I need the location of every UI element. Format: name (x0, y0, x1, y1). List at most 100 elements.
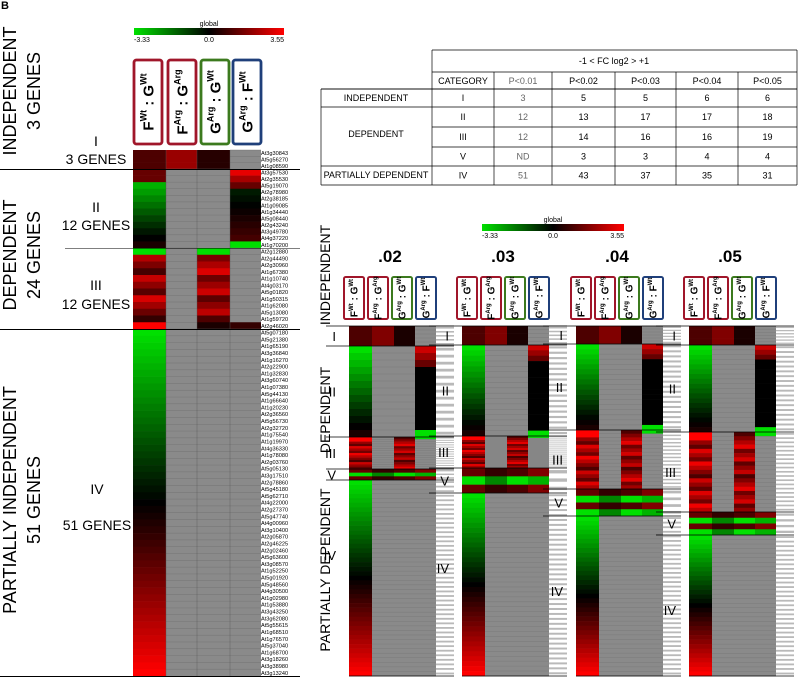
heat-cell-IV-30-1 (166, 533, 197, 541)
small-heat-cell (734, 417, 755, 423)
small-heat-cell (642, 662, 663, 668)
small-gene-id-mark (663, 613, 681, 615)
small-heat-cell (349, 639, 372, 645)
heat-cell-IV-26-0 (133, 505, 166, 513)
small-heat-cell (755, 436, 776, 441)
small-heat-cell (507, 631, 528, 637)
small-heat-cell (599, 379, 621, 385)
small-gene-id-mark (663, 464, 681, 466)
heat-cell-IV-44-2 (197, 628, 230, 636)
heat-cell-IV-10-2 (197, 397, 230, 405)
small-heat-cell (755, 503, 776, 509)
small-heat-cell (712, 345, 734, 351)
small-gene-id-mark (776, 394, 794, 397)
small-heat-cell (394, 409, 415, 417)
heat-cell-IV-15-2 (197, 431, 230, 439)
small-heat-cell (642, 335, 663, 339)
small-heat-cell (642, 430, 663, 434)
small-heat-cell (712, 571, 734, 577)
small-gene-id-mark (436, 526, 454, 529)
small-heat-cell (349, 443, 372, 447)
small-heat-cell (349, 480, 372, 485)
comparison-genotype-top: Arg (206, 107, 216, 123)
small-heat-cell (712, 585, 734, 590)
small-heat-cell (755, 535, 776, 540)
small-heat-cell (528, 552, 549, 558)
heat-cell-II-6-0 (133, 208, 166, 216)
comparison-header-1: FWt : GWt (456, 276, 478, 320)
main-heatmap (0, 149, 300, 677)
small-heat-cell (415, 441, 436, 445)
small-heat-cell (576, 639, 599, 645)
small-heat-cell (507, 557, 528, 563)
small-gene-id-mark (436, 343, 454, 345)
heat-cell-IV-14-2 (197, 424, 230, 432)
comparison-genotype-top: Arg (173, 110, 183, 126)
small-heat-cell (349, 625, 372, 631)
comparison-genotype-bottom: Wt (534, 278, 540, 286)
small-heat-cell (372, 666, 394, 672)
small-heat-cell (462, 497, 485, 504)
heat-cell-IV-31-0 (133, 539, 166, 548)
small-heat-cell (755, 621, 776, 627)
small-heat-cell (507, 641, 528, 647)
heat-cell-IV-50-0 (133, 669, 166, 677)
small-gene-id-mark (663, 355, 681, 358)
small-heat-cell (734, 332, 755, 336)
small-heat-cell (712, 332, 734, 336)
comparison-header-3: GArg : GWt (731, 276, 753, 320)
small-heat-cell (372, 575, 394, 581)
small-heat-cell (712, 465, 734, 471)
heat-cell-IV-35-0 (133, 567, 166, 575)
small-heat-cell (599, 625, 621, 631)
gene-id: At2g32720 (261, 426, 288, 432)
small-heat-cell (462, 371, 485, 378)
small-heat-cell (349, 498, 372, 504)
small-heat-cell (462, 444, 485, 447)
small-heat-cell (712, 495, 734, 500)
small-heat-cell (642, 534, 663, 540)
small-heat-cell (689, 432, 712, 437)
heat-cell-III-1-0 (133, 254, 166, 262)
small-gene-id-mark (776, 668, 794, 670)
heat-cell-IV-43-3 (230, 621, 261, 629)
small-heat-cell (599, 607, 621, 613)
heat-cell-IV-34-3 (230, 560, 261, 568)
heat-cell-II-11-2 (197, 241, 230, 249)
small-heat-cell (621, 552, 642, 558)
comparison-genotype-bottom: Wt (624, 277, 630, 285)
gene-id: At5g37040 (261, 644, 288, 650)
small-heat-cell (394, 395, 415, 403)
heat-cell-IV-29-3 (230, 526, 261, 534)
small-heat-cell (734, 359, 755, 365)
heat-cell-IV-8-3 (230, 383, 261, 391)
table-value: 35 (702, 171, 712, 181)
small-gene-id-mark (776, 500, 794, 503)
heat-cell-IV-49-1 (166, 662, 197, 670)
heat-cell-IV-21-3 (230, 471, 261, 479)
small-gene-id-mark (663, 672, 681, 675)
small-gene-id-mark (549, 446, 567, 448)
small-heat-cell (507, 537, 528, 543)
small-heat-cell (576, 459, 599, 464)
small-heat-cell (712, 512, 734, 519)
comparison-label: GArg : FWt (534, 278, 546, 319)
heat-cell-II-11-1 (166, 241, 197, 249)
small-gene-id-mark (663, 526, 681, 529)
heat-cell-IV-39-0 (133, 594, 166, 602)
comparison-label: FArg : GArg (600, 276, 612, 320)
heat-cell-IV-4-0 (133, 356, 166, 364)
small-heat-cell (642, 459, 663, 464)
heat-cell-IV-6-3 (230, 369, 261, 377)
heat-cell-II-6-2 (197, 208, 230, 216)
small-heat-cell (394, 374, 415, 382)
small-heat-cell (349, 457, 372, 461)
small-heat-cell (599, 394, 621, 400)
small-heat-cell (621, 566, 642, 572)
heat-cell-IV-12-0 (133, 410, 166, 418)
small-heat-cell (462, 517, 485, 523)
small-gene-id-mark (549, 672, 567, 675)
small-heat-cell (734, 374, 755, 380)
small-heat-cell (621, 354, 642, 360)
small-heat-cell (642, 509, 663, 517)
